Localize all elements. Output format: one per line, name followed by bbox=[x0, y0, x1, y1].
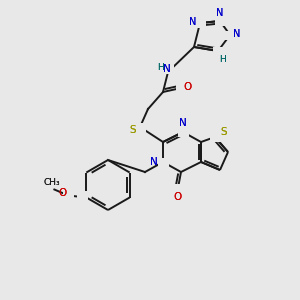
Text: O: O bbox=[184, 82, 192, 92]
Text: CH₃: CH₃ bbox=[43, 178, 60, 187]
FancyBboxPatch shape bbox=[194, 19, 206, 28]
Text: N: N bbox=[233, 29, 241, 39]
Text: N: N bbox=[216, 8, 224, 18]
Text: N: N bbox=[216, 8, 224, 18]
Text: O: O bbox=[174, 192, 182, 202]
Text: H: H bbox=[157, 62, 164, 71]
Text: H: H bbox=[157, 62, 164, 71]
Text: N: N bbox=[233, 29, 241, 39]
FancyBboxPatch shape bbox=[178, 128, 188, 136]
Text: N: N bbox=[189, 17, 197, 27]
Text: H: H bbox=[220, 55, 226, 64]
FancyBboxPatch shape bbox=[77, 191, 88, 200]
FancyBboxPatch shape bbox=[163, 64, 173, 74]
Text: S: S bbox=[130, 125, 136, 135]
Text: CH₃: CH₃ bbox=[43, 178, 60, 187]
FancyBboxPatch shape bbox=[63, 191, 74, 200]
Text: N: N bbox=[163, 64, 171, 74]
FancyBboxPatch shape bbox=[172, 184, 184, 193]
Text: N: N bbox=[179, 118, 187, 128]
FancyBboxPatch shape bbox=[224, 31, 236, 40]
Text: H: H bbox=[220, 55, 226, 64]
Text: N: N bbox=[189, 17, 197, 27]
Text: S: S bbox=[221, 127, 227, 137]
FancyBboxPatch shape bbox=[134, 122, 146, 131]
Text: O: O bbox=[184, 82, 192, 92]
Text: O: O bbox=[58, 188, 67, 199]
FancyBboxPatch shape bbox=[176, 83, 187, 92]
Text: S: S bbox=[130, 125, 136, 135]
FancyBboxPatch shape bbox=[212, 46, 224, 56]
Text: N: N bbox=[179, 118, 187, 128]
FancyBboxPatch shape bbox=[209, 133, 220, 142]
Text: O: O bbox=[58, 188, 67, 199]
Text: O: O bbox=[174, 192, 182, 202]
Text: S: S bbox=[221, 127, 227, 137]
FancyBboxPatch shape bbox=[158, 158, 169, 166]
FancyBboxPatch shape bbox=[214, 16, 226, 26]
Text: N: N bbox=[150, 157, 158, 167]
Text: N: N bbox=[150, 157, 158, 167]
Text: N: N bbox=[163, 64, 171, 74]
